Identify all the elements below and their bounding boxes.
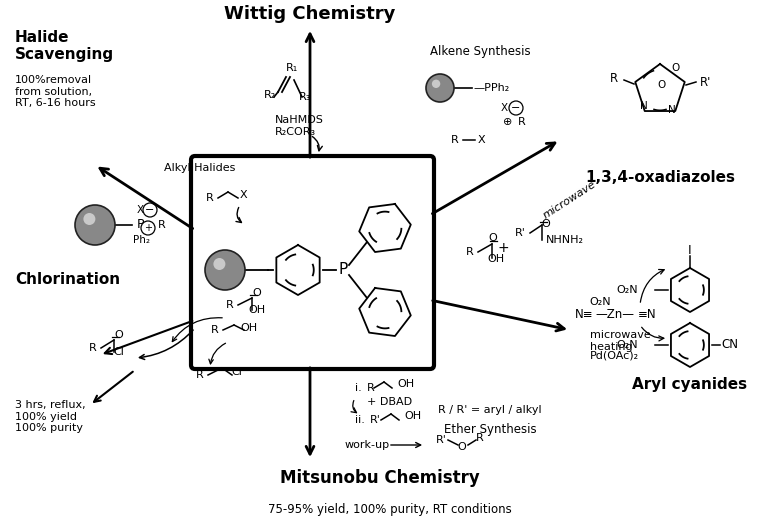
Text: R₂: R₂ [264,90,276,100]
Text: i.: i. [355,383,362,393]
Text: X: X [477,135,485,145]
Text: Chlorination: Chlorination [15,272,120,288]
Text: O: O [115,330,123,340]
Text: R: R [518,117,526,127]
Text: Cl: Cl [232,367,243,377]
Text: Cl: Cl [114,347,125,357]
Text: NaHMDS: NaHMDS [275,115,324,125]
Text: O: O [458,442,466,452]
Text: R₁: R₁ [286,63,298,73]
Text: —PPh₂: —PPh₂ [473,83,509,93]
Text: R': R' [700,75,711,89]
Text: R₂COR₃: R₂COR₃ [275,127,316,137]
Text: N≡: N≡ [576,308,594,321]
Circle shape [205,250,245,290]
Text: R: R [466,247,474,257]
Text: P: P [339,262,348,278]
Text: O: O [541,219,551,229]
Text: R: R [196,370,204,380]
Text: R': R' [515,228,526,238]
Text: CN: CN [722,338,739,352]
Text: R: R [476,433,484,443]
Circle shape [426,74,454,102]
Circle shape [83,213,95,225]
Text: OH: OH [404,411,421,421]
Text: OH: OH [397,379,414,389]
FancyBboxPatch shape [191,156,434,369]
Text: 100%removal
from solution,
RT, 6-16 hours: 100%removal from solution, RT, 6-16 hour… [15,75,96,108]
Text: R: R [158,220,166,230]
Text: R / R' = aryl / alkyl: R / R' = aryl / alkyl [438,405,542,415]
Text: O: O [488,233,498,243]
Text: work-up: work-up [345,440,390,450]
Text: O: O [657,80,665,90]
Text: OH: OH [488,254,505,264]
Text: R': R' [370,415,381,425]
Text: 1,3,4-oxadiazoles: 1,3,4-oxadiazoles [585,171,735,186]
Text: R: R [610,72,618,84]
Text: R₃: R₃ [299,92,311,102]
Text: O: O [253,288,261,298]
Text: ⊕: ⊕ [503,117,512,127]
Text: O₂N: O₂N [616,285,638,295]
Text: OH: OH [249,305,265,315]
Text: O₂N: O₂N [589,297,611,307]
Text: Halide
Scavenging: Halide Scavenging [15,30,114,62]
Text: −: − [145,205,154,215]
Text: Aryl cyanides: Aryl cyanides [633,377,747,393]
Text: R: R [211,325,219,335]
Circle shape [432,80,440,88]
Text: −: − [512,103,521,113]
Text: Pd(OAc)₂: Pd(OAc)₂ [590,350,639,360]
Text: Wittig Chemistry: Wittig Chemistry [225,5,395,23]
Text: N: N [640,101,648,111]
Text: +: + [144,223,152,233]
Text: microwave: microwave [541,179,598,221]
Text: ii.: ii. [355,415,365,425]
Text: +: + [497,241,509,255]
Text: OH: OH [240,323,257,333]
Circle shape [214,258,225,270]
Text: Mitsunobu Chemistry: Mitsunobu Chemistry [280,469,480,487]
Text: 75-95% yield, 100% purity, RT conditions: 75-95% yield, 100% purity, RT conditions [268,503,512,516]
Text: —Zn—: —Zn— [595,308,634,321]
Text: ≡N: ≡N [638,308,657,321]
Text: I: I [688,243,692,257]
Text: N: N [668,105,676,115]
Text: R: R [206,193,214,203]
Text: R': R' [436,435,447,445]
Text: Ether Synthesis: Ether Synthesis [444,424,537,436]
Text: X: X [239,190,246,200]
Text: Alkyl Halides: Alkyl Halides [164,163,235,173]
Text: R: R [226,300,234,310]
Text: O: O [672,63,680,73]
Circle shape [75,205,115,245]
Text: microwave
heating: microwave heating [590,330,651,352]
Text: X: X [501,103,508,113]
Text: NHNH₂: NHNH₂ [546,235,584,245]
Text: P: P [136,219,144,231]
Text: R: R [89,343,97,353]
Text: + DBAD: + DBAD [367,397,412,407]
Text: X: X [136,205,144,215]
Text: Alkene Synthesis: Alkene Synthesis [430,45,530,58]
Text: O₂N: O₂N [616,340,638,350]
Text: Ph₂: Ph₂ [133,235,151,245]
Text: R: R [451,135,459,145]
Text: R: R [367,383,374,393]
Text: 3 hrs, reflux,
100% yield
100% purity: 3 hrs, reflux, 100% yield 100% purity [15,400,86,433]
